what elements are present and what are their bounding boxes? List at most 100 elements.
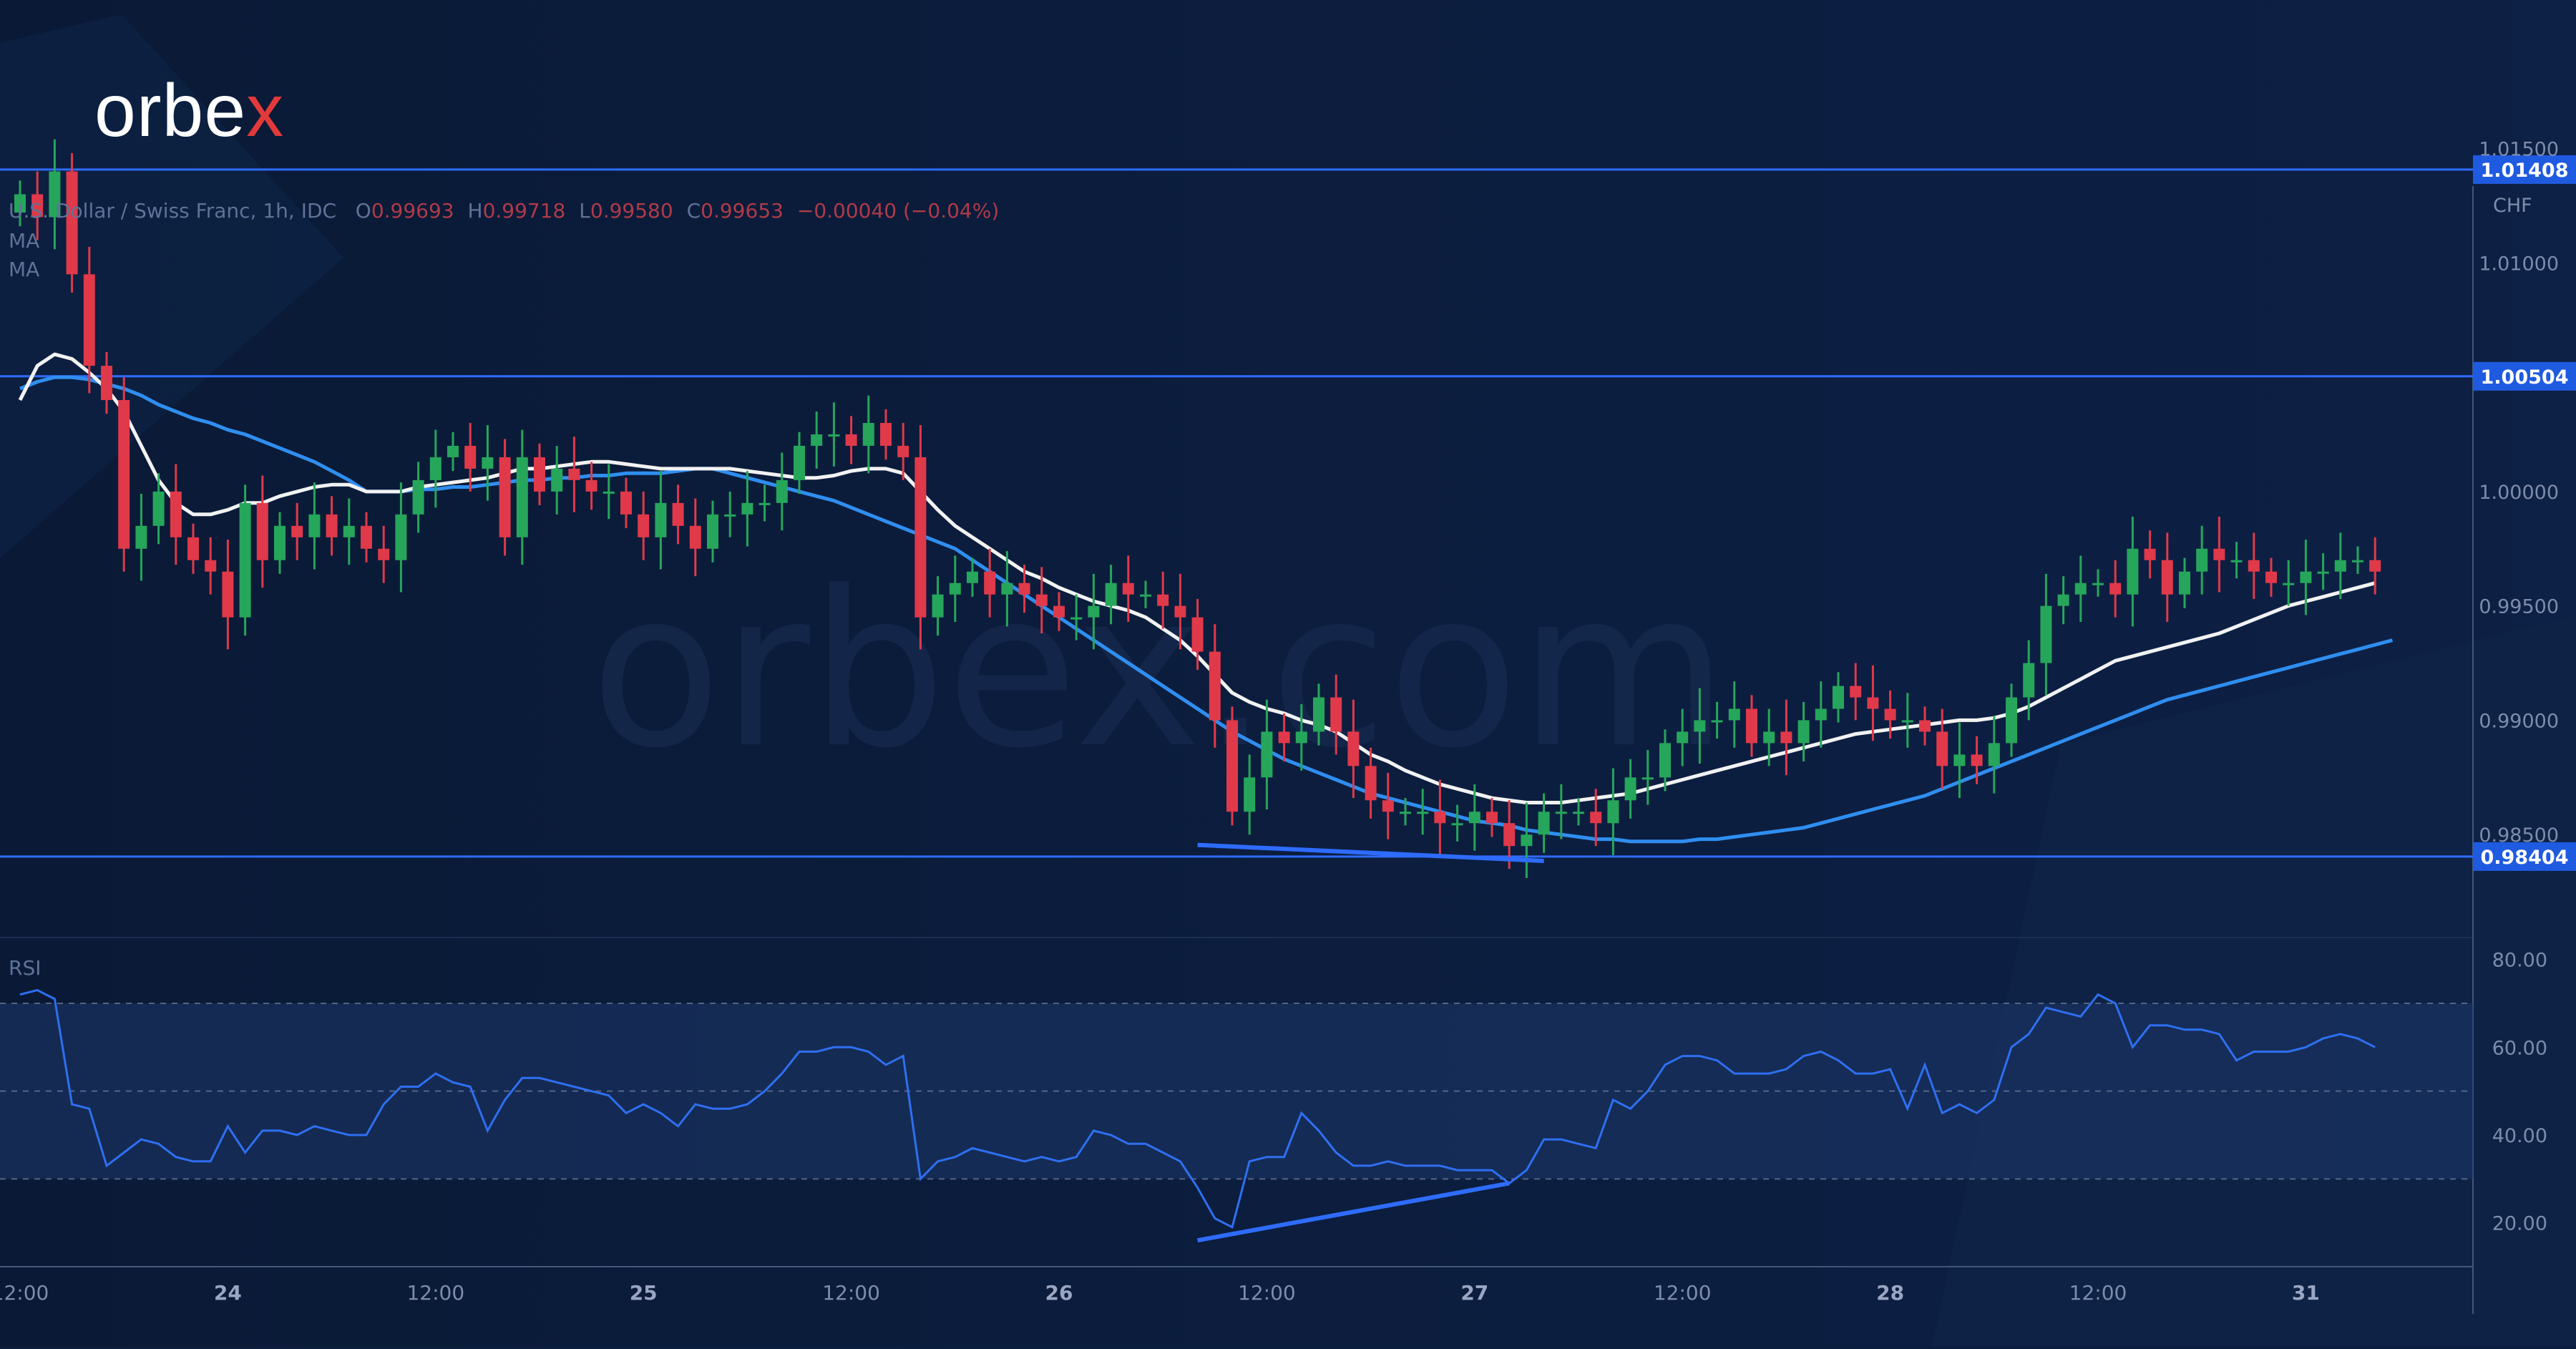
ma-slow-label: MA	[9, 258, 40, 281]
candle	[1486, 798, 1498, 837]
candle	[1174, 573, 1186, 650]
candle-body	[1191, 617, 1204, 652]
price-tick-label: 0.99000	[2479, 710, 2559, 732]
candle-body	[914, 457, 927, 618]
price-tick-label: 1.00000	[2479, 482, 2559, 504]
candle	[655, 471, 667, 570]
candle	[2040, 573, 2052, 696]
candle	[2369, 537, 2381, 595]
candle	[1711, 701, 1723, 739]
candle	[361, 512, 372, 563]
candle-body	[1711, 720, 1723, 723]
candle-body	[1746, 708, 1757, 744]
candle-body	[2092, 583, 2104, 585]
candle-body	[672, 502, 684, 526]
candle	[2317, 553, 2329, 590]
candle-body	[499, 457, 511, 537]
candle	[1382, 772, 1394, 839]
candle	[256, 475, 268, 588]
candle-body	[1001, 583, 1013, 595]
candle-body	[2265, 571, 2277, 583]
candle	[1088, 573, 1100, 650]
candle-body	[1503, 823, 1516, 847]
candle-body	[1555, 812, 1567, 814]
candle	[1434, 779, 1446, 855]
candle-body	[1901, 720, 1913, 723]
candle-body	[1313, 697, 1324, 732]
candle	[2248, 532, 2260, 600]
candle	[2006, 683, 2017, 757]
candle-body	[1624, 777, 1636, 801]
candle	[31, 171, 44, 240]
rsi-trendline	[1197, 1181, 1510, 1243]
candle-body	[1815, 708, 1827, 721]
candle-body	[2317, 571, 2329, 574]
candle-body	[274, 525, 286, 560]
candle	[741, 471, 753, 547]
candle	[308, 482, 321, 570]
candle	[1624, 759, 1636, 819]
candle	[534, 443, 545, 506]
candle-body	[256, 502, 268, 560]
candle-body	[1157, 594, 1169, 606]
candle-body	[152, 491, 165, 526]
candle	[49, 139, 61, 250]
candle-body	[984, 571, 996, 595]
candle-body	[1607, 800, 1619, 824]
candle	[2092, 569, 2104, 597]
candle	[1468, 784, 1480, 851]
candle	[1018, 565, 1030, 613]
candle-body	[326, 514, 338, 537]
candle-body	[1971, 754, 1983, 766]
price-trendline	[1197, 842, 1544, 863]
candle	[949, 555, 961, 623]
candle	[2283, 560, 2295, 606]
candle-body	[1590, 812, 1602, 824]
candle	[2265, 557, 2277, 597]
candle-body	[1833, 686, 1844, 709]
price-level-label-2: 0.98404	[2481, 847, 2569, 869]
time-tick-label: 12:00	[1654, 1281, 1712, 1305]
candle-body	[482, 457, 494, 469]
candle-body	[1884, 708, 1896, 721]
rsi-label: RSI	[9, 956, 42, 980]
candle	[1780, 699, 1792, 776]
candle-body	[828, 434, 840, 437]
candle-body	[1486, 812, 1498, 824]
candle-body	[758, 502, 771, 505]
candle	[152, 473, 165, 545]
candle-body	[170, 491, 182, 537]
candle	[602, 464, 615, 520]
candle-body	[239, 502, 251, 618]
candle	[776, 452, 788, 531]
candle-body	[776, 479, 788, 503]
candle	[2144, 530, 2156, 579]
candle-body	[1053, 605, 1065, 618]
candle	[1070, 594, 1083, 641]
candle	[395, 482, 407, 593]
candle	[2109, 560, 2122, 618]
candle-body	[1347, 731, 1360, 766]
candle	[499, 439, 511, 556]
candle-body	[1919, 720, 1931, 732]
candle-body	[1295, 731, 1307, 744]
candle	[828, 402, 840, 467]
candle	[1105, 565, 1117, 625]
candle	[135, 494, 147, 581]
candle-body	[291, 525, 303, 537]
candle-body	[1434, 812, 1446, 824]
candle	[1694, 688, 1706, 764]
candle-body	[2161, 560, 2173, 595]
candle	[1053, 592, 1065, 631]
candle	[2196, 525, 2208, 595]
candle-body	[1780, 731, 1792, 744]
candle	[914, 425, 927, 650]
price-tick-label: 1.01500	[2479, 139, 2559, 161]
candle-body	[655, 502, 667, 537]
candle	[2179, 557, 2190, 608]
candle	[2230, 542, 2243, 579]
candle	[1244, 754, 1256, 835]
candle	[274, 512, 286, 574]
candle	[205, 537, 217, 595]
time-tick-label: 12:00	[0, 1281, 49, 1305]
